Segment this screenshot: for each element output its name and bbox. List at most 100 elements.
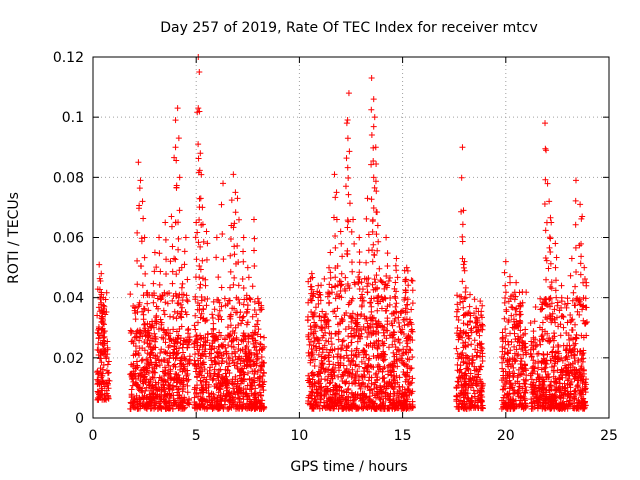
- data-point: [171, 361, 178, 368]
- data-point: [386, 396, 393, 403]
- data-point: [516, 383, 523, 390]
- data-point: [364, 334, 371, 341]
- data-point: [202, 342, 209, 349]
- data-point: [234, 356, 241, 363]
- data-point: [344, 247, 351, 254]
- data-point: [212, 402, 219, 409]
- data-point: [165, 362, 172, 369]
- data-point: [240, 376, 247, 383]
- data-point: [479, 302, 486, 309]
- data-point: [473, 315, 480, 322]
- data-point: [136, 327, 143, 334]
- data-point: [192, 312, 199, 319]
- data-point: [219, 231, 226, 238]
- data-point: [454, 292, 461, 299]
- data-point: [161, 364, 168, 371]
- data-point: [373, 231, 380, 238]
- data-point: [321, 342, 328, 349]
- data-point: [253, 356, 260, 363]
- data-point: [352, 377, 359, 384]
- data-point: [221, 375, 228, 382]
- data-point: [249, 336, 256, 343]
- data-point: [158, 346, 165, 353]
- data-point: [371, 392, 378, 399]
- data-point: [252, 385, 259, 392]
- data-point: [408, 277, 415, 284]
- data-point: [320, 314, 327, 321]
- data-point: [575, 297, 582, 304]
- data-point: [342, 183, 349, 190]
- y-tick-label: 0.12: [53, 50, 84, 66]
- data-point: [134, 229, 141, 236]
- data-point: [222, 344, 229, 351]
- data-point: [234, 394, 241, 401]
- data-point: [226, 360, 233, 367]
- data-point: [178, 284, 185, 291]
- data-point: [153, 312, 160, 319]
- data-point: [319, 361, 326, 368]
- data-point: [136, 337, 143, 344]
- data-point: [180, 381, 187, 388]
- data-point: [199, 404, 206, 411]
- data-point: [234, 309, 241, 316]
- data-point: [199, 257, 206, 264]
- data-point: [383, 307, 390, 314]
- data-point: [251, 352, 258, 359]
- data-point: [322, 310, 329, 317]
- data-point: [313, 390, 320, 397]
- data-point: [562, 362, 569, 369]
- data-point: [163, 405, 170, 412]
- data-point: [528, 376, 535, 383]
- data-point: [375, 318, 382, 325]
- data-point: [580, 366, 587, 373]
- data-point: [514, 388, 521, 395]
- data-point: [98, 359, 105, 366]
- data-point: [351, 240, 358, 247]
- data-point: [572, 197, 579, 204]
- data-point: [360, 347, 367, 354]
- data-point: [165, 344, 172, 351]
- data-point: [130, 378, 137, 385]
- data-point: [360, 347, 367, 354]
- data-point: [261, 334, 268, 341]
- data-point: [409, 375, 416, 382]
- data-point: [536, 375, 543, 382]
- data-point: [136, 399, 143, 406]
- data-point: [259, 346, 266, 353]
- data-point: [180, 385, 187, 392]
- data-point: [317, 399, 324, 406]
- data-point: [141, 321, 148, 328]
- data-point: [390, 329, 397, 336]
- data-point: [364, 383, 371, 390]
- data-point: [513, 279, 520, 286]
- data-point: [566, 372, 573, 379]
- data-point: [136, 352, 143, 359]
- data-point: [465, 355, 472, 362]
- data-point: [530, 346, 537, 353]
- data-point: [166, 342, 173, 349]
- data-point: [342, 380, 349, 387]
- data-point: [194, 300, 201, 307]
- data-point: [316, 345, 323, 352]
- data-point: [323, 318, 330, 325]
- data-point: [388, 383, 395, 390]
- data-point: [408, 390, 415, 397]
- data-point: [240, 313, 247, 320]
- data-point: [499, 329, 506, 336]
- data-point: [193, 219, 200, 226]
- data-point: [153, 386, 160, 393]
- data-point: [240, 248, 247, 255]
- data-point: [184, 298, 191, 305]
- data-point: [226, 369, 233, 376]
- data-point: [326, 264, 333, 271]
- data-point: [227, 236, 234, 243]
- data-point: [218, 303, 225, 310]
- data-point: [572, 340, 579, 347]
- data-point: [305, 349, 312, 356]
- data-point: [237, 369, 244, 376]
- data-point: [346, 200, 353, 207]
- data-point: [396, 383, 403, 390]
- data-point: [363, 315, 370, 322]
- data-point: [507, 330, 514, 337]
- data-point: [578, 240, 585, 247]
